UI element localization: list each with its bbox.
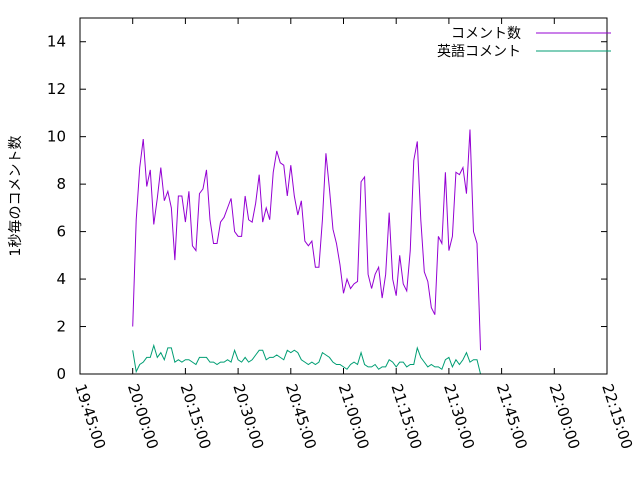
y-tick-label: 0 (56, 365, 66, 383)
x-tick-label: 20:30:00 (229, 382, 267, 452)
x-tick-label: 21:45:00 (493, 382, 531, 452)
x-tick-label: 22:00:00 (545, 382, 583, 452)
legend-label-comments: コメント数 (451, 26, 521, 42)
y-tick-label: 2 (56, 318, 66, 336)
plot-frame (79, 17, 608, 375)
y-tick-label: 14 (47, 33, 66, 51)
x-tick-label: 20:00:00 (124, 382, 162, 452)
series-line-comments (132, 129, 482, 351)
x-tick-label: 21:00:00 (335, 382, 373, 452)
legend-label-english-comments: 英語コメント (437, 43, 521, 60)
x-tick-label: 21:30:00 (440, 382, 478, 452)
y-tick-label: 4 (56, 270, 66, 288)
y-tick-label: 12 (47, 80, 66, 98)
series-line-english-comments (132, 343, 482, 375)
x-tick-label: 22:15:00 (598, 382, 636, 452)
plot-area: 0 2 4 6 8 10 12 14 19:45:00 20:00:00 20:15:00 20:30… (47, 18, 636, 451)
x-tick-label: 20:45:00 (282, 382, 320, 452)
x-tick-label: 19:45:00 (71, 382, 109, 452)
x-tick-label: 21:15:00 (387, 382, 425, 452)
y-tick-label: 6 (56, 223, 66, 241)
y-tick-label: 8 (56, 175, 66, 193)
x-tick-label: 20:15:00 (177, 382, 215, 452)
y-axis-label: 1秒毎のコメント数 (8, 136, 24, 257)
y-tick-label: 10 (47, 128, 66, 146)
legend: コメント数 英語コメント (437, 26, 611, 60)
